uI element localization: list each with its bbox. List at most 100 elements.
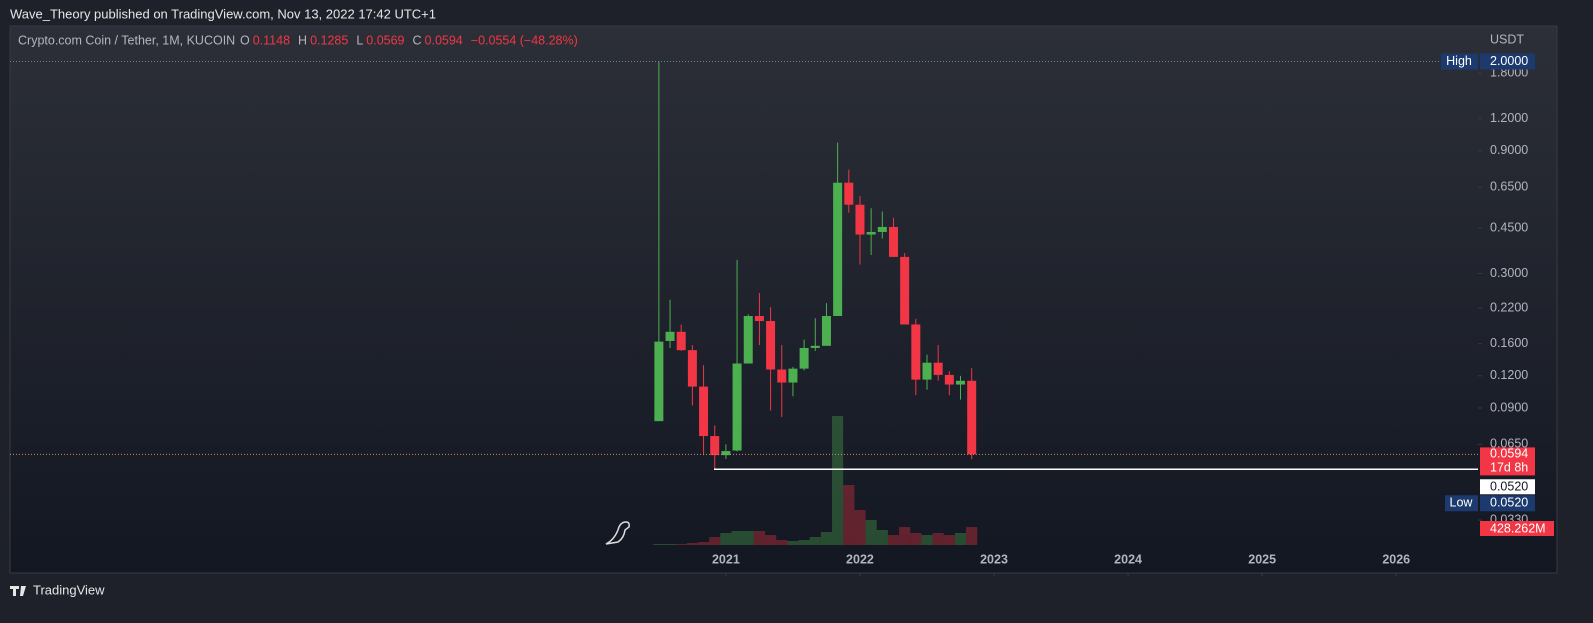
candle-body xyxy=(877,226,887,232)
candle-body xyxy=(956,380,966,385)
candle-body xyxy=(676,331,686,351)
volume-bar xyxy=(820,532,833,545)
publisher: Wave_Theory published on TradingView.com… xyxy=(10,6,436,21)
chart-layer: O 0.1148 H 0.1285 L 0.0569 C 0.0594 −0.0554 (−48… xyxy=(10,33,1554,576)
volume-bar xyxy=(910,532,922,545)
x-tick-label: 2022 xyxy=(846,552,874,566)
low-value-box xyxy=(1480,495,1535,512)
candle-body xyxy=(888,226,898,257)
candle-body xyxy=(654,341,664,422)
volume-bar xyxy=(966,527,978,545)
candle-body xyxy=(687,350,697,387)
candle-body xyxy=(788,368,798,383)
volume-bar xyxy=(832,416,844,545)
volume-bar xyxy=(686,542,698,545)
candle-body xyxy=(866,231,876,235)
volume-bar xyxy=(843,484,855,545)
ohlc-value: 0.0569 xyxy=(366,33,404,47)
y-tick-label: 0.6500 xyxy=(1490,179,1528,193)
low-name-box xyxy=(1445,495,1478,512)
low-name: Low xyxy=(1450,496,1474,510)
volume-bar xyxy=(798,539,810,545)
volume-bar xyxy=(720,532,732,545)
volume-bar xyxy=(664,543,676,545)
volume-bar xyxy=(787,541,799,545)
countdown: 17d 8h xyxy=(1490,461,1528,475)
volume-bar xyxy=(865,519,877,545)
chart-pane xyxy=(9,25,1558,574)
ohlc-key: L xyxy=(356,33,363,47)
ohlc-key: C xyxy=(413,33,422,47)
ohlc-value: 0.1285 xyxy=(310,33,348,47)
y-tick-label: 0.3000 xyxy=(1490,266,1528,280)
candle-body xyxy=(833,182,843,317)
high-name-box xyxy=(1441,53,1478,70)
candle-body xyxy=(710,436,720,456)
candle-body xyxy=(699,386,709,437)
candle-body xyxy=(721,451,731,456)
volume-tag: 428.262M xyxy=(1490,521,1546,535)
x-tick-label: 2023 xyxy=(980,552,1008,566)
y-tick-label: 1.2000 xyxy=(1490,111,1528,125)
horizontal-line-box xyxy=(1480,479,1535,495)
candle-body xyxy=(855,204,865,235)
candle-body xyxy=(732,363,742,451)
high-value: 2.0000 xyxy=(1490,54,1528,68)
volume-bar xyxy=(709,537,721,545)
volume-bar xyxy=(876,529,888,545)
volume-bar xyxy=(921,534,933,545)
y-tick-label: 0.1200 xyxy=(1490,368,1528,382)
symbol-title: Crypto.com Coin / Tether, 1M, KUCOIN xyxy=(18,33,235,47)
high-name: High xyxy=(1446,54,1472,68)
volume-bar xyxy=(753,531,766,545)
volume-bar xyxy=(954,532,967,545)
y-tick-label: 0.2200 xyxy=(1490,300,1528,314)
y-axis-label: USDT xyxy=(1490,32,1524,46)
candle-body xyxy=(844,182,854,205)
horizontal-line-label: 0.0520 xyxy=(1490,480,1528,494)
last-price: 0.0594 xyxy=(1490,447,1528,461)
ohlc-value: 0.1148 xyxy=(253,33,290,47)
candle-body xyxy=(933,362,943,375)
change: −0.0554 (−48.28%) xyxy=(471,33,578,47)
candle-body xyxy=(911,324,921,380)
candle-body xyxy=(922,362,932,380)
volume-bar xyxy=(899,527,911,545)
volume-tag-box xyxy=(1480,521,1554,536)
ohlc-key: H xyxy=(298,33,307,47)
volume-bar xyxy=(765,534,777,545)
candle-body xyxy=(900,256,910,325)
y-tick-label: 0.9000 xyxy=(1490,143,1528,157)
ohlc-value: 0.0594 xyxy=(425,33,463,47)
volume-bar xyxy=(742,531,754,545)
footer-brand: TradingView xyxy=(33,582,105,597)
volume-bar xyxy=(653,543,665,545)
x-tick-label: 2021 xyxy=(712,552,740,566)
high-value-box xyxy=(1480,53,1535,70)
y-tick-label: 0.0900 xyxy=(1490,400,1528,414)
logo-icon xyxy=(605,521,630,545)
x-tick-label: 2024 xyxy=(1114,552,1142,566)
low-value: 0.0520 xyxy=(1490,496,1528,510)
volume-bar xyxy=(887,534,900,545)
candle-body xyxy=(799,347,809,369)
y-tick-label: 0.4500 xyxy=(1490,220,1528,234)
y-tick-label: 0.0650 xyxy=(1490,437,1528,451)
candle-body xyxy=(821,316,831,346)
candle-body xyxy=(754,316,764,322)
volume-bar xyxy=(809,537,821,545)
volume-bar xyxy=(943,534,955,545)
last-price-box xyxy=(1480,447,1535,476)
volume-bar xyxy=(697,542,710,545)
candle-body xyxy=(777,369,787,383)
y-tick-label: 0.1600 xyxy=(1490,336,1528,350)
candle-body xyxy=(665,331,675,341)
volume-bar xyxy=(932,532,944,545)
candle-body xyxy=(766,321,776,370)
volume-bar xyxy=(675,543,687,545)
candle-body xyxy=(743,316,753,364)
footer-logo xyxy=(10,586,26,596)
volume-bar xyxy=(776,539,788,545)
volume-bar xyxy=(731,531,743,545)
